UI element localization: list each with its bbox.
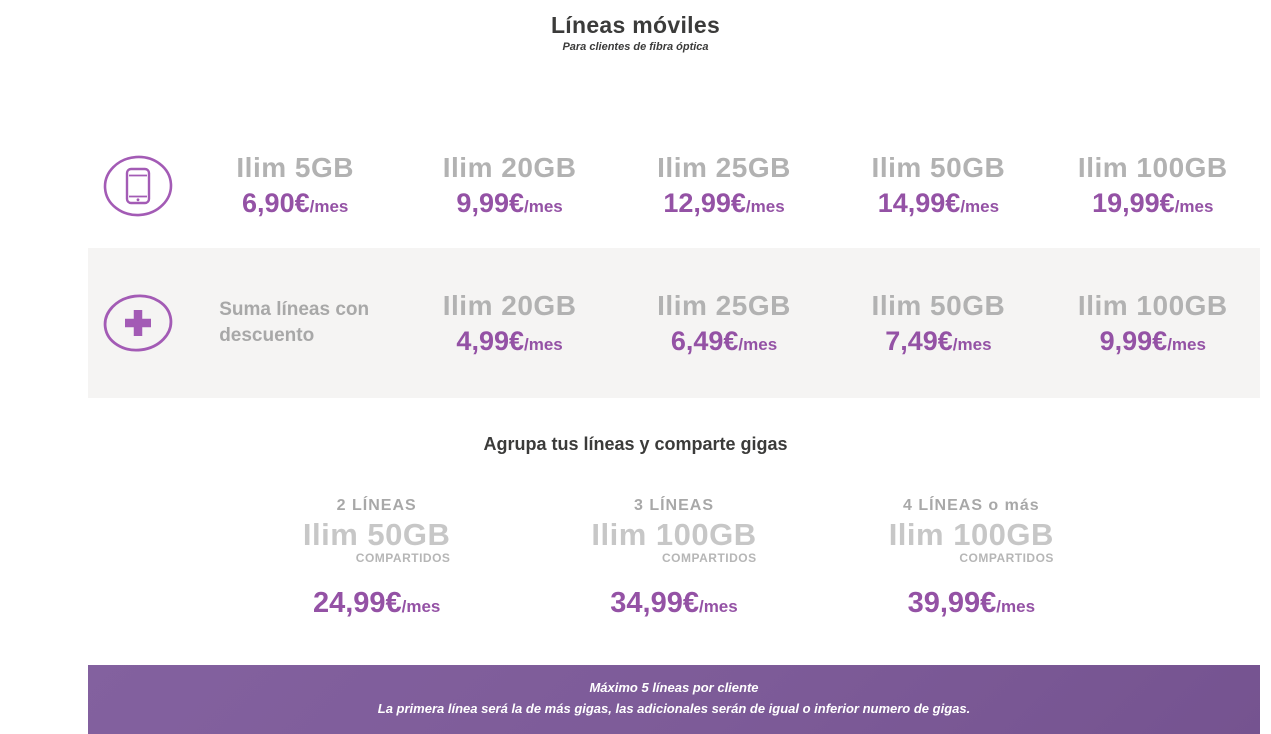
plan-price: 14,99€/mes (877, 188, 1000, 218)
group-option-4-lines: 4 LÍNEAS o más Ilim 100GB COMPARTIDOS 39… (823, 497, 1120, 620)
group-shared-label: COMPARTIDOS (959, 551, 1054, 565)
addon-ilim-50gb: Ilim 50GB 7,49€/mes (831, 290, 1045, 357)
group-price: 39,99€/mes (907, 587, 1036, 619)
plan-name: Ilim 20GB (442, 152, 577, 183)
plan-ilim-20gb: Ilim 20GB 9,99€/mes (402, 152, 616, 219)
group-plan-name-block: Ilim 50GB COMPARTIDOS (303, 517, 451, 565)
addon-ilim-100gb: Ilim 100GB 9,99€/mes (1046, 290, 1260, 357)
plan-price: 9,99€/mes (1099, 325, 1206, 356)
group-plan-name: Ilim 100GB (888, 517, 1054, 552)
addon-ilim-25gb: Ilim 25GB 6,49€/mes (617, 290, 831, 357)
plan-name: Ilim 100GB (1077, 289, 1228, 321)
group-plan-name-block: Ilim 100GB COMPARTIDOS (889, 517, 1054, 565)
additional-lines-label: Suma líneas con descuento (219, 299, 370, 346)
page-subtitle: Para clientes de fibra óptica (562, 41, 709, 53)
group-lines-count: 4 LÍNEAS o más (902, 497, 1040, 514)
group-plan-name: Ilim 50GB (302, 517, 451, 552)
plan-ilim-100gb: Ilim 100GB 19,99€/mes (1046, 152, 1260, 219)
plan-price: 7,49€/mes (885, 325, 992, 356)
group-option-2-lines: 2 LÍNEAS Ilim 50GB COMPARTIDOS 24,99€/me… (228, 497, 525, 620)
additional-lines-label-cell: Suma líneas con descuento (188, 297, 402, 348)
group-price: 34,99€/mes (610, 587, 738, 619)
group-plan-name-block: Ilim 100GB COMPARTIDOS (591, 517, 756, 565)
page-title: Líneas móviles (550, 12, 721, 38)
plan-price: 12,99€/mes (663, 188, 785, 218)
plan-name: Ilim 20GB (442, 289, 577, 321)
plan-price: 9,99€/mes (456, 188, 563, 218)
group-lines-count: 3 LÍNEAS (633, 497, 714, 514)
group-shared-label: COMPARTIDOS (662, 551, 757, 565)
plus-icon (88, 291, 188, 355)
main-lines-row: Ilim 5GB 6,90€/mes Ilim 20GB 9,99€/mes I… (88, 123, 1260, 248)
plan-name: Ilim 50GB (871, 289, 1006, 321)
plan-price: 4,99€/mes (456, 325, 563, 356)
plan-name: Ilim 25GB (657, 289, 791, 321)
group-lines-count: 2 LÍNEAS (336, 497, 417, 514)
group-plan-name: Ilim 100GB (591, 517, 757, 552)
plan-ilim-25gb: Ilim 25GB 12,99€/mes (617, 152, 831, 219)
group-price: 24,99€/mes (312, 587, 441, 619)
plan-ilim-50gb: Ilim 50GB 14,99€/mes (831, 152, 1045, 219)
conditions-line-1: Máximo 5 líneas por cliente (589, 680, 759, 695)
phone-icon (88, 153, 188, 219)
plan-price: 6,49€/mes (670, 325, 778, 356)
page-header: Líneas móviles Para clientes de fibra óp… (0, 0, 1271, 53)
group-options-row: 2 LÍNEAS Ilim 50GB COMPARTIDOS 24,99€/me… (88, 497, 1260, 620)
plan-price: 6,90€/mes (242, 188, 349, 218)
plan-name: Ilim 5GB (236, 152, 354, 183)
plan-ilim-5gb: Ilim 5GB 6,90€/mes (188, 152, 402, 219)
group-shared-label: COMPARTIDOS (355, 551, 451, 565)
plan-name: Ilim 100GB (1077, 152, 1228, 183)
group-section-title: Agrupa tus líneas y comparte gigas (483, 434, 788, 454)
plan-price: 19,99€/mes (1092, 188, 1214, 218)
group-option-3-lines: 3 LÍNEAS Ilim 100GB COMPARTIDOS 34,99€/m… (525, 497, 822, 620)
plan-name: Ilim 25GB (657, 152, 791, 183)
addon-ilim-20gb: Ilim 20GB 4,99€/mes (402, 290, 616, 357)
additional-lines-row: Suma líneas con descuento Ilim 20GB 4,99… (88, 248, 1260, 398)
conditions-line-2: La primera línea será la de más gigas, l… (377, 700, 971, 716)
plan-name: Ilim 50GB (871, 152, 1006, 183)
conditions-banner: Máximo 5 líneas por cliente La primera l… (88, 665, 1260, 734)
plans-table: Ilim 5GB 6,90€/mes Ilim 20GB 9,99€/mes I… (88, 123, 1260, 398)
